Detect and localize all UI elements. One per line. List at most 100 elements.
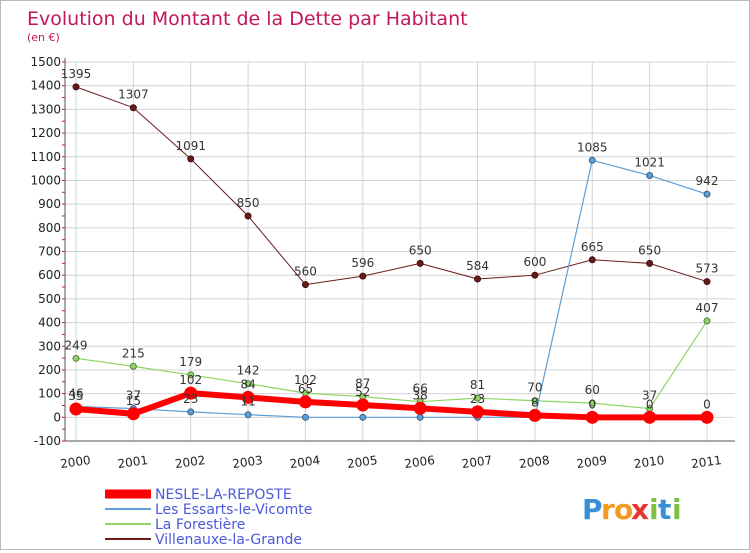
- data-point-nesle-la-reposte: [700, 410, 714, 424]
- data-point-nesle-la-reposte: [585, 410, 599, 424]
- y-tick-label: 100: [38, 387, 61, 401]
- data-label-les-essarts-le-vicomte: 23: [183, 392, 198, 406]
- data-label-nesle-la-reposte: 0: [703, 397, 711, 411]
- data-label-villenauxe-la-grande: 560: [294, 265, 317, 279]
- data-label-nesle-la-reposte: 15: [126, 394, 141, 408]
- chart-subtitle: (en €): [27, 31, 60, 44]
- data-label-la-foresti-re: 142: [237, 364, 260, 378]
- data-label-nesle-la-reposte: 0: [646, 397, 654, 411]
- proxiti-logo: Pr ox i t i: [582, 493, 682, 526]
- y-tick-label: 0: [53, 410, 61, 424]
- data-point-villenauxe-la-grande: [646, 259, 654, 267]
- y-tick-label: 200: [38, 363, 61, 377]
- logo-letter: x: [631, 493, 649, 526]
- y-tick-label: 1000: [30, 173, 61, 187]
- x-tick-label: 2002: [174, 453, 206, 471]
- data-point-les-essarts-le-vicomte: [588, 156, 596, 164]
- y-tick-label: 1300: [30, 102, 61, 116]
- data-point-nesle-la-reposte: [241, 390, 255, 404]
- data-point-villenauxe-la-grande: [129, 104, 137, 112]
- x-tick-label: 2011: [690, 453, 722, 471]
- y-tick-label: 900: [38, 197, 61, 211]
- data-label-la-foresti-re: 179: [179, 355, 202, 369]
- y-tick-label: 500: [38, 292, 61, 306]
- data-point-la-foresti-re: [588, 399, 596, 407]
- y-tick-label: 400: [38, 316, 61, 330]
- legend-label: Les Essarts-le-Vicomte: [155, 502, 312, 518]
- y-tick-label: 1400: [30, 79, 61, 93]
- data-label-villenauxe-la-grande: 573: [696, 262, 719, 276]
- data-label-nesle-la-reposte: 52: [355, 385, 370, 399]
- data-label-nesle-la-reposte: 35: [68, 389, 83, 403]
- data-point-la-foresti-re: [72, 354, 80, 362]
- data-label-la-foresti-re: 249: [65, 338, 88, 352]
- data-label-la-foresti-re: 215: [122, 346, 145, 360]
- series-line-nesle-la-reposte: [73, 390, 710, 421]
- logo-letter: i: [649, 493, 659, 526]
- data-label-la-foresti-re: 102: [294, 373, 317, 387]
- data-point-nesle-la-reposte: [643, 410, 657, 424]
- data-point-villenauxe-la-grande: [474, 275, 482, 283]
- data-label-nesle-la-reposte: 84: [240, 377, 255, 391]
- y-tick-label: 300: [38, 339, 61, 353]
- data-label-la-foresti-re: 60: [585, 383, 600, 397]
- data-point-nesle-la-reposte: [126, 407, 140, 421]
- data-label-les-essarts-le-vicomte: 942: [696, 174, 719, 188]
- y-tick-label: 600: [38, 268, 61, 282]
- data-label-les-essarts-le-vicomte: 11: [240, 395, 255, 409]
- logo-letter: o: [614, 493, 633, 526]
- data-point-villenauxe-la-grande: [531, 271, 539, 279]
- data-point-les-essarts-le-vicomte: [301, 413, 309, 421]
- data-label-nesle-la-reposte: 38: [413, 388, 428, 402]
- data-label-la-foresti-re: 70: [527, 381, 542, 395]
- data-label-la-foresti-re: 37: [642, 389, 657, 403]
- series-line-la-foresti-re: [75, 320, 708, 410]
- logo-letter: r: [601, 493, 615, 526]
- data-point-les-essarts-le-vicomte: [187, 408, 195, 416]
- chart-title: Evolution du Montant de la Dette par Hab…: [27, 8, 468, 30]
- legend-label: La Forestière: [155, 517, 245, 533]
- data-label-villenauxe-la-grande: 1091: [175, 139, 206, 153]
- series-group: [69, 83, 714, 424]
- data-label-villenauxe-la-grande: 596: [351, 256, 374, 270]
- x-tick-label: 2000: [59, 453, 91, 471]
- data-point-villenauxe-la-grande: [301, 281, 309, 289]
- data-point-villenauxe-la-grande: [588, 256, 596, 264]
- data-point-nesle-la-reposte: [298, 395, 312, 409]
- data-point-les-essarts-le-vicomte: [359, 413, 367, 421]
- data-point-villenauxe-la-grande: [416, 259, 424, 267]
- logo-letter: t: [658, 493, 671, 526]
- data-point-nesle-la-reposte: [184, 386, 198, 400]
- data-point-la-foresti-re: [703, 317, 711, 325]
- data-label-villenauxe-la-grande: 584: [466, 259, 489, 273]
- x-tick-label: 2009: [576, 453, 608, 471]
- legend-label: NESLE-LA-REPOSTE: [155, 487, 292, 503]
- x-tick-label: 2006: [404, 453, 436, 471]
- data-label-la-foresti-re: 66: [413, 382, 428, 396]
- data-point-la-foresti-re: [129, 362, 137, 370]
- x-tick-label: 2007: [461, 453, 493, 471]
- data-point-la-foresti-re: [244, 380, 252, 388]
- data-label-nesle-la-reposte: 23: [470, 392, 485, 406]
- data-point-les-essarts-le-vicomte: [646, 171, 654, 179]
- x-tick-label: 2003: [231, 453, 263, 471]
- y-tick-label: -100: [34, 434, 61, 448]
- data-label-villenauxe-la-grande: 1307: [118, 88, 149, 102]
- data-point-les-essarts-le-vicomte: [244, 411, 252, 419]
- y-tick-label: 1200: [30, 126, 61, 140]
- data-label-nesle-la-reposte: 102: [179, 373, 202, 387]
- x-tick-label: 2004: [289, 453, 321, 471]
- data-label-la-foresti-re: 407: [696, 301, 719, 315]
- logo-letter: i: [672, 493, 682, 526]
- data-label-villenauxe-la-grande: 850: [237, 196, 260, 210]
- axes: -100010020030040050060070080090010001100…: [30, 55, 735, 471]
- data-label-les-essarts-le-vicomte: 1021: [634, 155, 665, 169]
- data-point-villenauxe-la-grande: [72, 83, 80, 91]
- y-tick-label: 700: [38, 245, 61, 259]
- data-label-villenauxe-la-grande: 665: [581, 240, 604, 254]
- data-point-nesle-la-reposte: [69, 402, 83, 416]
